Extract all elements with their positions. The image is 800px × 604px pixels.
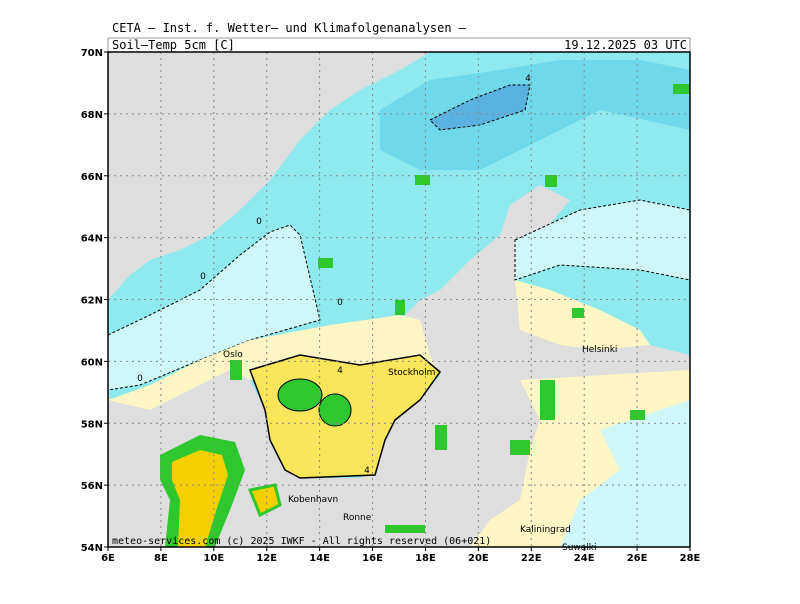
lon-label: 8E [154, 553, 168, 564]
city-label: Ronne [343, 513, 372, 523]
axes: 6E 8E 10E 12E 14E 16E 18E 20E 22E 24E 26E 28E 54N 56N… [81, 48, 701, 564]
contour-label: 0 [256, 217, 262, 227]
city-label: Helsinki [582, 345, 617, 355]
city-label: Kaliningrad [520, 525, 571, 535]
lat-label: 60N [81, 357, 103, 368]
lon-label: 6E [101, 553, 115, 564]
lat-label: 64N [81, 234, 103, 245]
contour-label: 0 [137, 374, 143, 384]
lat-label: 68N [81, 110, 103, 121]
lon-label: 28E [680, 553, 701, 564]
city-label: Kobenhavn [288, 495, 338, 505]
lake [318, 393, 352, 427]
lat-label: 56N [81, 481, 103, 492]
lon-label: 10E [203, 553, 224, 564]
coast-fringe [230, 84, 690, 533]
contour-label: 0 [337, 298, 343, 308]
lon-label: 22E [521, 553, 542, 564]
contour-label: 0 [200, 272, 206, 282]
lon-label: 26E [627, 553, 648, 564]
land-zealand [247, 483, 282, 518]
city-label: Oslo [223, 350, 243, 360]
lat-label: 70N [81, 48, 103, 59]
lon-label: 14E [309, 553, 330, 564]
zone-cold [380, 60, 690, 170]
zone-coldest [429, 84, 531, 131]
contour-label: 4 [364, 466, 370, 476]
lake [277, 378, 323, 412]
map-area [108, 52, 690, 547]
land-denmark [172, 450, 228, 547]
title: CETA – Inst. f. Wetter– und Klimafolgena… [112, 21, 467, 35]
lat-label: 66N [81, 172, 103, 183]
lon-label: 18E [415, 553, 436, 564]
zone-near-zero-fi [514, 199, 690, 281]
lat-label: 54N [81, 543, 103, 554]
variable: Soil–Temp_5cm [C] [112, 38, 235, 52]
lon-label: 12E [256, 553, 277, 564]
contour-label: 4 [525, 74, 531, 84]
lat-label: 62N [81, 296, 103, 307]
lon-label: 24E [574, 553, 595, 564]
credit: meteo-services.com (c) 2025 IWKF - All r… [112, 536, 491, 547]
valid-time: 19.12.2025 03 UTC [564, 38, 687, 52]
zone-baltics-cool [560, 400, 690, 547]
city-label: Stockholm [388, 368, 435, 378]
contour-label: 4 [337, 366, 343, 376]
grid [108, 52, 690, 547]
lat-label: 58N [81, 419, 103, 430]
city-label: Suwalki [562, 543, 597, 553]
lon-label: 16E [362, 553, 383, 564]
lon-label: 20E [468, 553, 489, 564]
